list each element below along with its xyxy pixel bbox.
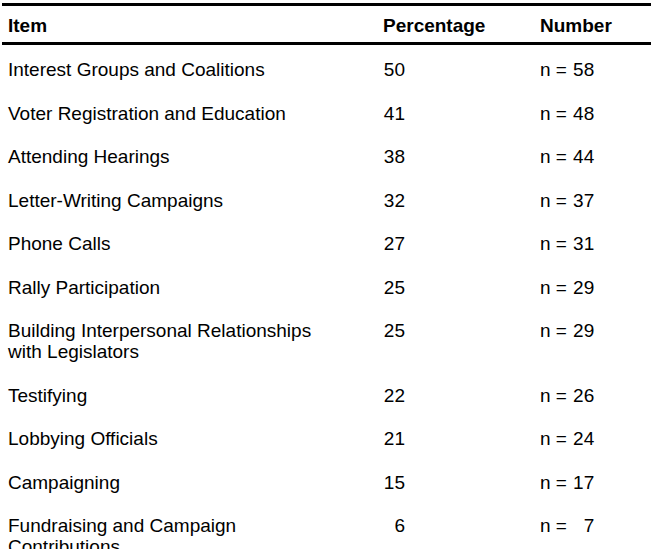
n-label: n = xyxy=(540,515,567,536)
column-header-number: Number xyxy=(540,15,656,36)
item-cell: Attending Hearings xyxy=(8,146,328,167)
percentage-value: 27 xyxy=(383,233,405,254)
n-value: 48 xyxy=(572,103,594,124)
percentage-cell: 41 xyxy=(383,103,540,124)
n-value: 24 xyxy=(572,428,594,449)
n-value: 31 xyxy=(572,233,594,254)
item-cell: Phone Calls xyxy=(8,233,328,254)
number-cell: n = 17 xyxy=(540,472,656,493)
n-value: 44 xyxy=(572,146,594,167)
item-cell: Fundraising and Campaign Contributions xyxy=(8,515,328,549)
item-cell: Interest Groups and Coalitions xyxy=(8,59,328,80)
item-cell: Lobbying Officials xyxy=(8,428,328,449)
percentage-value: 21 xyxy=(383,428,405,449)
percentage-cell: 6 xyxy=(383,515,540,536)
table-row: Voter Registration and Education 41 n = … xyxy=(0,103,656,124)
percentage-cell: 25 xyxy=(383,320,540,341)
number-cell: n = 26 xyxy=(540,385,656,406)
item-cell: Campaigning xyxy=(8,472,328,493)
item-cell: Testifying xyxy=(8,385,328,406)
n-value: 29 xyxy=(572,320,594,341)
percentage-cell: 38 xyxy=(383,146,540,167)
table-row: Building Interpersonal Relationships wit… xyxy=(0,320,656,362)
n-value: 29 xyxy=(572,277,594,298)
paper-table-page: Item Percentage Number Interest Groups a… xyxy=(0,0,656,549)
number-cell: n = 29 xyxy=(540,277,656,298)
percentage-value: 15 xyxy=(383,472,405,493)
table-row: Lobbying Officials 21 n = 24 xyxy=(0,428,656,449)
percentage-cell: 27 xyxy=(383,233,540,254)
percentage-cell: 15 xyxy=(383,472,540,493)
n-label: n = xyxy=(540,277,567,298)
table-header-border xyxy=(2,42,651,45)
table-row: Fundraising and Campaign Contributions 6… xyxy=(0,515,656,549)
n-value: 17 xyxy=(572,472,594,493)
n-value: 37 xyxy=(572,190,594,211)
column-header-item: Item xyxy=(8,15,328,36)
percentage-value: 25 xyxy=(383,277,405,298)
n-value: 26 xyxy=(572,385,594,406)
item-cell: Rally Participation xyxy=(8,277,328,298)
table-row: Testifying 22 n = 26 xyxy=(0,385,656,406)
number-cell: n = 44 xyxy=(540,146,656,167)
number-cell: n = 7 xyxy=(540,515,656,536)
n-label: n = xyxy=(540,472,567,493)
n-label: n = xyxy=(540,190,567,211)
percentage-cell: 50 xyxy=(383,59,540,80)
number-cell: n = 58 xyxy=(540,59,656,80)
table-row: Phone Calls 27 n = 31 xyxy=(0,233,656,254)
n-label: n = xyxy=(540,146,567,167)
n-label: n = xyxy=(540,428,567,449)
percentage-value: 25 xyxy=(383,320,405,341)
table-row: Interest Groups and Coalitions 50 n = 58 xyxy=(0,59,656,80)
percentage-cell: 21 xyxy=(383,428,540,449)
table-row: Attending Hearings 38 n = 44 xyxy=(0,146,656,167)
table-top-border xyxy=(2,3,651,6)
percentage-cell: 25 xyxy=(383,277,540,298)
n-value: 58 xyxy=(572,59,594,80)
column-header-percentage: Percentage xyxy=(383,15,540,36)
percentage-value: 6 xyxy=(383,515,405,536)
percentage-cell: 32 xyxy=(383,190,540,211)
item-cell: Voter Registration and Education xyxy=(8,103,328,124)
item-cell: Building Interpersonal Relationships wit… xyxy=(8,320,328,362)
number-cell: n = 37 xyxy=(540,190,656,211)
number-cell: n = 48 xyxy=(540,103,656,124)
n-label: n = xyxy=(540,385,567,406)
table-row: Letter-Writing Campaigns 32 n = 37 xyxy=(0,190,656,211)
percentage-value: 41 xyxy=(383,103,405,124)
n-label: n = xyxy=(540,59,567,80)
percentage-value: 50 xyxy=(383,59,405,80)
table-header-row: Item Percentage Number xyxy=(0,15,656,36)
table-row: Campaigning 15 n = 17 xyxy=(0,472,656,493)
percentage-value: 38 xyxy=(383,146,405,167)
n-value: 7 xyxy=(572,515,594,536)
table-body: Interest Groups and Coalitions 50 n = 58… xyxy=(0,59,656,549)
percentage-cell: 22 xyxy=(383,385,540,406)
number-cell: n = 31 xyxy=(540,233,656,254)
percentage-value: 22 xyxy=(383,385,405,406)
n-label: n = xyxy=(540,233,567,254)
table-row: Rally Participation 25 n = 29 xyxy=(0,277,656,298)
n-label: n = xyxy=(540,103,567,124)
number-cell: n = 29 xyxy=(540,320,656,341)
number-cell: n = 24 xyxy=(540,428,656,449)
n-label: n = xyxy=(540,320,567,341)
item-cell: Letter-Writing Campaigns xyxy=(8,190,328,211)
percentage-value: 32 xyxy=(383,190,405,211)
